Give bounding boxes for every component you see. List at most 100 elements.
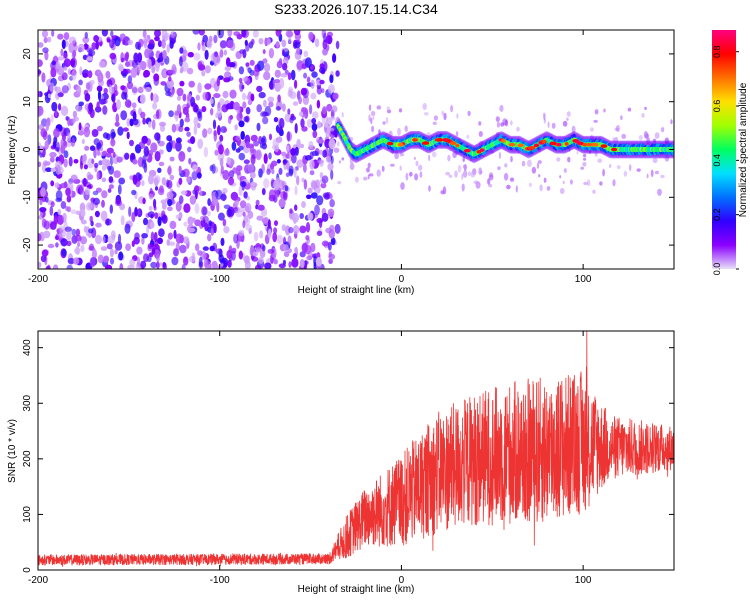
noise-blob xyxy=(281,39,287,48)
noise-blob xyxy=(153,198,157,209)
faint-blob xyxy=(367,174,370,180)
spectrogram-y-axis: -20 -10 0 10 20 xyxy=(22,48,674,252)
noise-blob xyxy=(50,180,55,187)
noise-blob xyxy=(285,225,291,236)
noise-blob xyxy=(211,260,218,269)
noise-blob xyxy=(179,80,185,87)
noise-blob xyxy=(95,222,102,228)
noise-blob xyxy=(148,193,154,200)
faint-blob xyxy=(473,180,479,185)
faint-blob xyxy=(652,138,657,143)
noise-blob xyxy=(100,246,108,252)
noise-blob xyxy=(114,249,118,255)
faint-blob xyxy=(547,121,550,128)
noise-blob xyxy=(126,131,130,140)
noise-blob xyxy=(330,116,336,121)
faint-blob xyxy=(341,112,344,118)
noise-blob xyxy=(264,262,272,269)
noise-blob xyxy=(191,171,198,181)
noise-blob xyxy=(276,234,283,244)
noise-blob xyxy=(39,211,43,218)
noise-blob xyxy=(287,248,292,254)
noise-blob xyxy=(290,148,296,156)
noise-blob xyxy=(182,49,188,57)
faint-blob xyxy=(467,110,471,117)
noise-blob xyxy=(189,195,197,205)
noise-blob xyxy=(101,30,108,37)
noise-blob xyxy=(243,255,250,264)
noise-blob xyxy=(61,249,67,257)
faint-blob xyxy=(467,171,471,177)
faint-blob xyxy=(588,150,592,154)
noise-blob xyxy=(256,122,261,132)
noise-blob xyxy=(328,258,333,264)
noise-blob xyxy=(147,211,155,218)
faint-blob xyxy=(612,137,615,143)
noise-blob xyxy=(332,92,339,100)
noise-blob xyxy=(311,118,317,124)
noise-blob xyxy=(323,193,331,200)
noise-blob xyxy=(68,42,74,53)
snr-ylabel: SNR (10 * v/v) xyxy=(7,419,18,483)
faint-blob xyxy=(498,106,504,112)
snr-frame xyxy=(37,330,675,571)
noise-blob xyxy=(310,92,317,100)
noise-blob xyxy=(176,87,184,97)
snr-x-axis: -200 -100 0 100 xyxy=(28,331,592,586)
noise-blob xyxy=(195,108,203,115)
noise-blob xyxy=(256,104,263,113)
noise-blob xyxy=(257,204,265,211)
faint-blob xyxy=(404,125,408,132)
noise-blob xyxy=(314,204,320,216)
noise-blob xyxy=(109,52,117,60)
noise-blob xyxy=(186,176,191,183)
noise-blob xyxy=(64,226,73,233)
noise-blob xyxy=(215,189,223,200)
noise-blob xyxy=(321,240,329,247)
noise-blob xyxy=(150,231,155,242)
trace-peak xyxy=(577,141,584,146)
noise-blob xyxy=(165,91,172,97)
noise-blob xyxy=(292,212,299,223)
faint-blob xyxy=(422,103,428,110)
noise-blob xyxy=(322,106,327,115)
noise-blob xyxy=(207,198,211,207)
spectrogram-noise-blobs xyxy=(38,30,673,269)
trace-peak xyxy=(412,138,418,142)
noise-blob xyxy=(256,215,264,221)
faint-blob xyxy=(636,168,641,172)
noise-blob xyxy=(273,258,278,265)
noise-blob xyxy=(268,133,273,141)
noise-blob xyxy=(224,66,232,71)
noise-blob xyxy=(213,223,217,234)
noise-blob xyxy=(120,110,128,121)
noise-blob xyxy=(245,141,250,149)
faint-blob xyxy=(336,141,340,147)
noise-blob xyxy=(147,243,154,249)
faint-blob xyxy=(563,168,567,173)
faint-blob xyxy=(665,140,668,144)
noise-blob xyxy=(180,190,188,195)
noise-blob xyxy=(262,49,266,55)
noise-blob xyxy=(60,201,67,209)
faint-blob xyxy=(583,157,587,161)
faint-blob xyxy=(616,165,621,170)
noise-blob xyxy=(223,226,230,234)
noise-blob xyxy=(242,220,246,229)
noise-blob xyxy=(187,216,194,225)
noise-blob xyxy=(71,228,77,236)
noise-blob xyxy=(238,250,243,260)
noise-blob xyxy=(217,30,224,39)
noise-blob xyxy=(60,182,68,189)
noise-blob xyxy=(219,134,224,142)
noise-blob xyxy=(115,199,122,207)
noise-blob xyxy=(39,198,43,206)
faint-blob xyxy=(371,125,375,133)
noise-blob xyxy=(159,262,163,267)
trace-peak xyxy=(528,146,536,150)
faint-blob xyxy=(583,182,588,185)
noise-blob xyxy=(226,157,232,165)
noise-blob xyxy=(311,71,318,78)
noise-blob xyxy=(143,217,148,226)
